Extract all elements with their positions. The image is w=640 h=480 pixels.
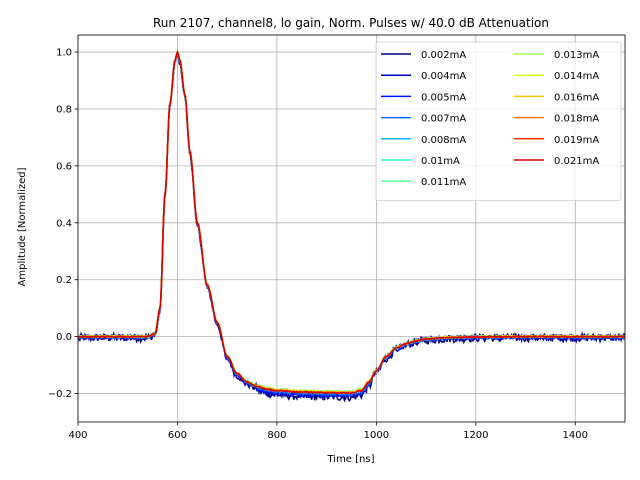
legend-label: 0.004mA	[421, 71, 466, 82]
legend-box	[375, 41, 622, 201]
y-tick-label: 0.6	[56, 161, 72, 172]
legend-label: 0.007mA	[421, 114, 466, 125]
legend-label: 0.019mA	[554, 135, 599, 146]
series-line	[78, 50, 625, 395]
legend-label: 0.005mA	[421, 92, 466, 103]
legend-label: 0.021mA	[554, 156, 599, 167]
x-tick-label: 800	[267, 430, 286, 441]
y-tick-label: 1.0	[56, 48, 72, 59]
x-tick-label: 1200	[463, 430, 488, 441]
plot-frame	[77, 34, 626, 423]
plot-area	[78, 48, 625, 403]
y-tick-label: 0.4	[56, 218, 72, 229]
x-tick-label: 600	[168, 430, 187, 441]
x-tick-label: 1000	[364, 430, 389, 441]
legend-label: 0.018mA	[554, 114, 599, 125]
chart-title: Run 2107, channel8, lo gain, Norm. Pulse…	[153, 16, 549, 30]
y-tick-label: 0.0	[56, 332, 72, 343]
x-axis-label: Time [ns]	[326, 454, 374, 465]
legend-label: 0.013mA	[554, 50, 599, 61]
legend-label: 0.011mA	[421, 177, 466, 188]
legend-label: 0.01mA	[421, 156, 460, 167]
legend-label: 0.014mA	[554, 71, 599, 82]
y-tick-label: 0.8	[56, 104, 72, 115]
y-tick-label: −0.2	[48, 389, 72, 400]
x-tick-label: 400	[68, 430, 87, 441]
y-axis-label: Amplitude [Normalized]	[17, 167, 28, 286]
legend-label: 0.008mA	[421, 135, 466, 146]
y-tick-label: 0.2	[56, 275, 72, 286]
x-tick-label: 1400	[563, 430, 588, 441]
legend: 0.002mA 0.004mA 0.005mA 0.007mA 0.008mA 0.01m…	[375, 41, 622, 201]
legend-label: 0.002mA	[421, 50, 466, 61]
legend-label: 0.016mA	[554, 92, 599, 103]
axes: 400 600 800 1000 1200 1400 −0.2 0.0 0.2 0.4 0.6 0.8…	[48, 34, 626, 441]
